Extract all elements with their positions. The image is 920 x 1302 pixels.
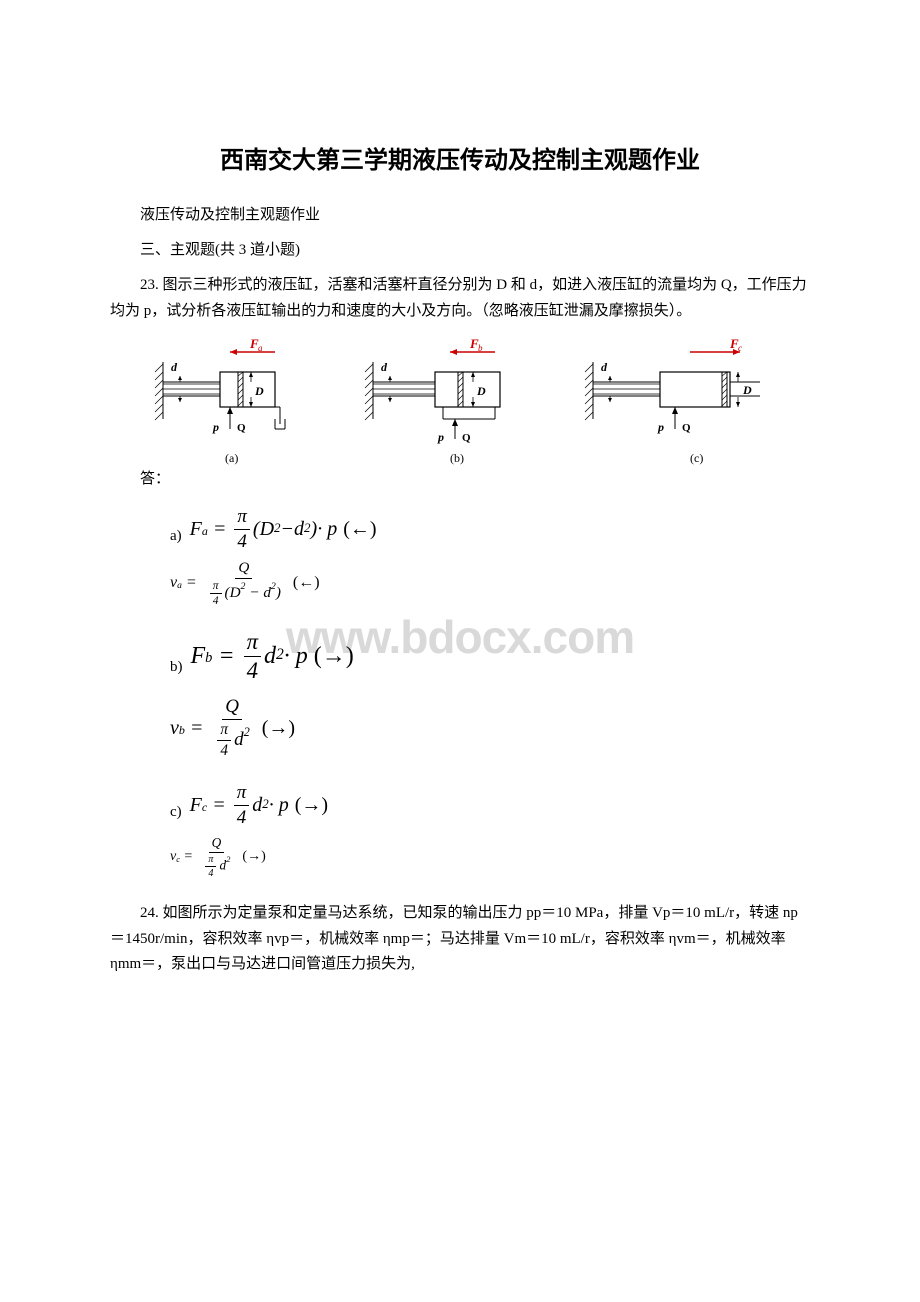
diagram-b: F b d — [355, 334, 545, 479]
content: 西南交大第三学期液压传动及控制主观题作业 液压传动及控制主观题作业 三、主观题(… — [110, 140, 810, 978]
D-label-b: D — [476, 384, 486, 398]
vel-formula-b: vb = Q π4d2 (→) — [170, 696, 295, 760]
question-24-text: 24. 如图所示为定量泵和定量马达系统，已知泵的输出压力 pp＝10 MPa，排… — [110, 901, 810, 978]
force-formula-b: Fb = π4 d2· p (→) — [191, 629, 354, 684]
force-formula-c: Fc = π4 d2· p (→) — [190, 782, 328, 829]
label-a: a) — [170, 528, 182, 553]
svg-text:a: a — [258, 343, 263, 353]
p-label-b: p — [437, 430, 444, 444]
label-c: c) — [170, 804, 182, 829]
D-label-a: D — [254, 384, 264, 398]
p-label-c: p — [657, 420, 664, 434]
formula-c: c) Fc = π4 d2· p (→) vc = Q π4d2 (→) — [170, 782, 810, 879]
formula-a: a) Fa = π4 (D2 − d2)· p (←) va = Q π4(D2… — [170, 506, 810, 607]
d-label-a: d — [171, 360, 178, 374]
D-label-c: D — [742, 383, 752, 397]
diagram-c-label: (c) — [690, 451, 703, 465]
vel-formula-c: vc = Q π4d2 (→) — [170, 835, 266, 879]
d-label-b: d — [381, 360, 388, 374]
section-header: 三、主观题(共 3 道小题) — [110, 238, 810, 259]
d-label-c: d — [601, 360, 608, 374]
diagram-c: F c d — [575, 334, 775, 479]
vel-formula-a: va = Q π4(D2 − d2) (←) — [170, 559, 320, 607]
diagram-a: F a d — [145, 334, 325, 479]
Q-label-a: Q — [237, 422, 246, 434]
diagram-b-label: (b) — [450, 451, 464, 465]
question-23-text: 23. 图示三种形式的液压缸，活塞和活塞杆直径分别为 D 和 d，如进入液压缸的… — [110, 273, 810, 324]
diagram-a-label: (a) — [225, 451, 238, 465]
svg-text:b: b — [478, 343, 483, 353]
cylinder-c-svg: F c d — [575, 334, 775, 474]
cylinder-a-svg: F a d — [145, 334, 325, 474]
formula-b: b) Fb = π4 d2· p (→) vb = Q π4d2 (→) — [170, 629, 810, 760]
subtitle: 液压传动及控制主观题作业 — [110, 203, 810, 224]
cylinder-diagrams: F a d — [110, 334, 810, 479]
force-formula-a: Fa = π4 (D2 − d2)· p (←) — [190, 506, 377, 553]
Q-label-b: Q — [462, 432, 471, 444]
page-title: 西南交大第三学期液压传动及控制主观题作业 — [110, 140, 810, 175]
p-label-a: p — [212, 420, 219, 434]
Q-label-c: Q — [682, 422, 691, 434]
label-b: b) — [170, 659, 183, 684]
svg-text:c: c — [738, 343, 742, 353]
cylinder-b-svg: F b d — [355, 334, 545, 474]
